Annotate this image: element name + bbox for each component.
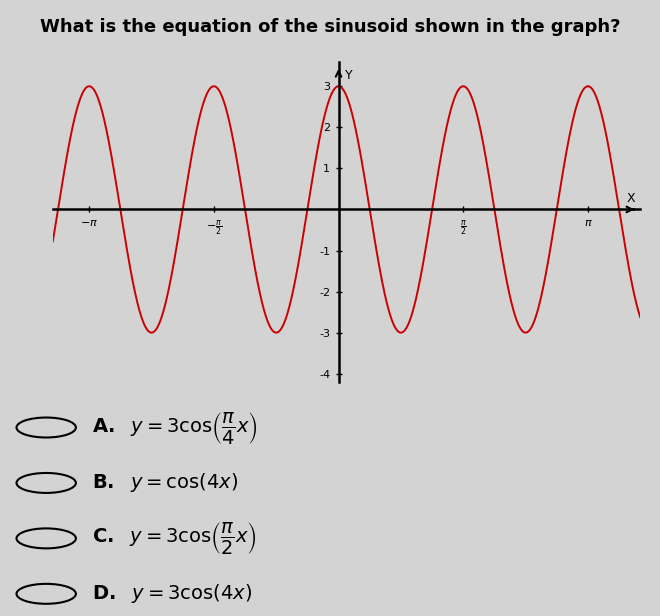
Text: $\mathbf{A.}$  $y = 3\cos\!\left(\dfrac{\pi}{4}x\right)$: $\mathbf{A.}$ $y = 3\cos\!\left(\dfrac{\… — [92, 410, 258, 445]
Text: Y: Y — [345, 69, 352, 82]
Text: $\mathbf{D.}$  $y = 3\cos(4x)$: $\mathbf{D.}$ $y = 3\cos(4x)$ — [92, 582, 252, 606]
Text: $\mathbf{B.}$  $y = \cos(4x)$: $\mathbf{B.}$ $y = \cos(4x)$ — [92, 471, 239, 495]
Text: X: X — [627, 192, 636, 205]
Text: $\mathbf{C.}$  $y = 3\cos\!\left(\dfrac{\pi}{2}x\right)$: $\mathbf{C.}$ $y = 3\cos\!\left(\dfrac{\… — [92, 521, 257, 556]
Text: What is the equation of the sinusoid shown in the graph?: What is the equation of the sinusoid sho… — [40, 18, 620, 36]
